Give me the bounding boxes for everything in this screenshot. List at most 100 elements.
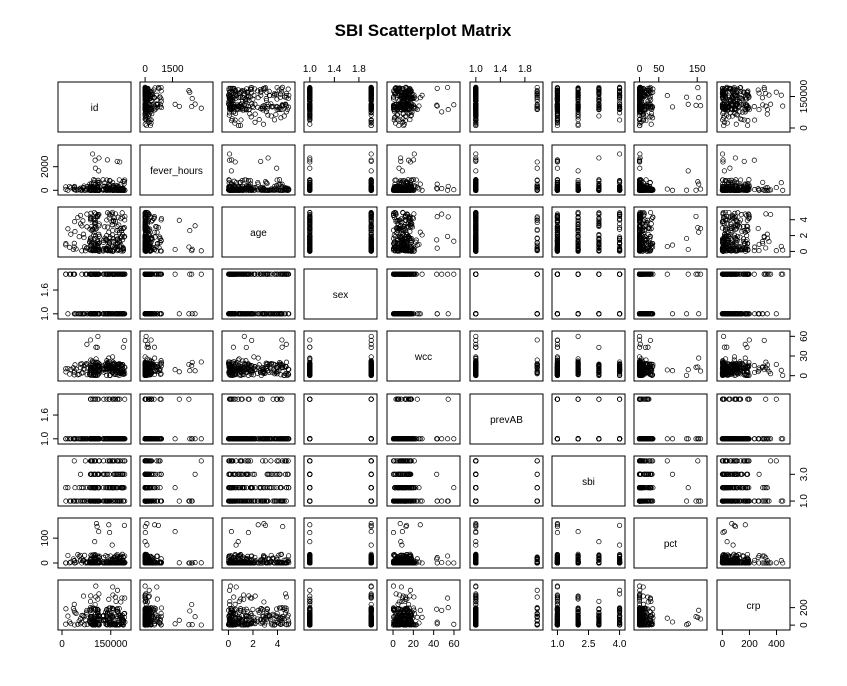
panel-fever_hours-vs-age bbox=[221, 144, 296, 196]
data-point bbox=[104, 157, 110, 163]
data-point bbox=[307, 165, 313, 171]
data-point bbox=[617, 117, 623, 123]
data-point bbox=[685, 168, 691, 174]
data-point bbox=[283, 103, 290, 109]
data-point bbox=[745, 122, 751, 129]
data-point bbox=[252, 101, 258, 107]
data-point bbox=[154, 102, 160, 108]
data-point bbox=[575, 168, 581, 174]
data-point bbox=[246, 97, 252, 103]
panel-id-vs-sex bbox=[303, 81, 378, 133]
data-point bbox=[105, 224, 111, 230]
panel-id-vs-prevAB bbox=[469, 81, 544, 133]
data-point bbox=[685, 246, 691, 253]
data-point bbox=[684, 94, 690, 100]
data-point bbox=[80, 218, 86, 224]
panel-age-vs-age: age bbox=[221, 206, 296, 258]
data-point bbox=[695, 85, 701, 91]
data-point bbox=[727, 165, 733, 171]
data-point bbox=[764, 111, 770, 117]
data-point bbox=[780, 187, 786, 193]
data-point bbox=[192, 101, 198, 107]
data-point bbox=[693, 102, 699, 108]
data-point bbox=[434, 85, 440, 91]
data-point bbox=[189, 104, 195, 110]
data-point bbox=[307, 94, 313, 101]
panel-fever_hours-vs-prevAB bbox=[469, 144, 544, 196]
panel-id-vs-id: id bbox=[57, 81, 132, 133]
data-point bbox=[760, 179, 766, 185]
data-point bbox=[684, 187, 690, 193]
data-point bbox=[271, 117, 278, 123]
data-point bbox=[235, 103, 241, 109]
data-point bbox=[84, 224, 90, 230]
data-point bbox=[91, 177, 97, 183]
data-point bbox=[233, 110, 239, 116]
panel-fever_hours-vs-sex bbox=[303, 144, 378, 196]
data-point bbox=[368, 123, 374, 129]
panel-frame bbox=[57, 81, 132, 133]
data-point bbox=[368, 119, 374, 125]
panel-frame bbox=[303, 144, 378, 196]
data-point bbox=[733, 121, 739, 127]
data-point bbox=[368, 151, 374, 157]
data-point bbox=[451, 187, 457, 193]
panel-frame bbox=[303, 81, 378, 133]
data-point bbox=[226, 112, 232, 118]
data-point bbox=[251, 92, 257, 98]
data-point bbox=[741, 158, 747, 164]
data-point bbox=[176, 217, 182, 223]
data-point bbox=[158, 105, 165, 111]
panel-id-vs-sbi bbox=[551, 81, 626, 133]
data-point bbox=[780, 103, 786, 109]
data-point bbox=[187, 89, 193, 95]
data-point bbox=[249, 84, 255, 91]
data-point bbox=[262, 104, 268, 110]
panel-fever_hours-vs-wcc bbox=[386, 144, 461, 196]
data-point bbox=[263, 96, 269, 102]
data-point bbox=[698, 103, 704, 109]
chart-title: SBI Scatterplot Matrix bbox=[335, 21, 512, 40]
data-point bbox=[719, 151, 726, 157]
data-point bbox=[172, 246, 178, 253]
panel-age-vs-fever_hours bbox=[139, 206, 214, 258]
data-point bbox=[396, 165, 402, 171]
data-point bbox=[368, 85, 374, 91]
panel-fever_hours-vs-fever_hours: fever_hours bbox=[139, 144, 214, 196]
data-point bbox=[685, 101, 691, 107]
data-point bbox=[240, 105, 246, 111]
panel-frame bbox=[303, 206, 378, 258]
data-point bbox=[274, 165, 280, 171]
data-point bbox=[434, 237, 440, 243]
panel-frame bbox=[139, 81, 214, 133]
data-point bbox=[307, 101, 313, 107]
data-point bbox=[245, 94, 251, 100]
data-point bbox=[451, 238, 457, 244]
data-point bbox=[411, 151, 417, 157]
data-point bbox=[751, 104, 757, 110]
data-point bbox=[637, 165, 643, 171]
variable-label-fever_hours: fever_hours bbox=[150, 166, 203, 177]
data-point bbox=[554, 165, 560, 171]
data-point bbox=[271, 93, 277, 99]
data-point bbox=[90, 151, 96, 157]
data-point bbox=[277, 94, 283, 101]
panel-frame bbox=[221, 81, 296, 133]
data-point bbox=[773, 89, 779, 95]
data-point bbox=[445, 84, 451, 91]
data-point bbox=[106, 229, 112, 235]
data-point bbox=[751, 157, 757, 163]
data-point bbox=[233, 89, 239, 95]
panel-id-vs-wcc bbox=[386, 81, 461, 133]
data-point bbox=[268, 104, 274, 110]
data-point bbox=[664, 186, 670, 192]
panel-id-vs-fever_hours bbox=[139, 81, 214, 133]
data-point bbox=[145, 111, 152, 118]
data-point bbox=[72, 219, 78, 225]
data-point bbox=[617, 151, 623, 157]
data-point bbox=[227, 94, 233, 100]
data-point bbox=[274, 92, 280, 98]
data-point bbox=[648, 221, 654, 227]
data-point bbox=[368, 103, 374, 109]
